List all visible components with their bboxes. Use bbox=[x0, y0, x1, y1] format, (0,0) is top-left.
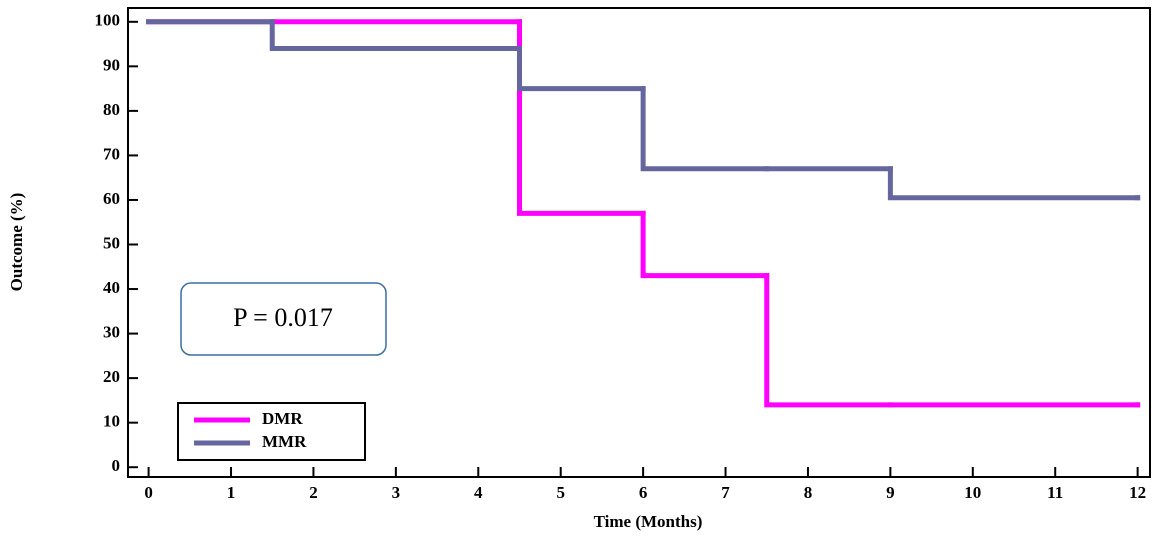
y-tick-label: 80 bbox=[103, 100, 120, 119]
legend-label: DMR bbox=[262, 409, 303, 428]
x-tick-label: 7 bbox=[721, 483, 730, 502]
series-line bbox=[640, 210, 770, 279]
x-tick-label: 6 bbox=[639, 483, 648, 502]
y-tick-label: 10 bbox=[103, 412, 120, 431]
x-tick-label: 3 bbox=[392, 483, 401, 502]
annotation-box bbox=[180, 282, 387, 356]
legend-box bbox=[177, 402, 366, 461]
y-tick-label: 40 bbox=[103, 278, 120, 297]
x-tick-label: 1 bbox=[227, 483, 236, 502]
x-tick-label: 11 bbox=[1047, 483, 1063, 502]
series-line bbox=[764, 273, 893, 408]
plot-frame bbox=[127, 7, 1151, 478]
y-tick-label: 30 bbox=[103, 322, 120, 341]
x-tick-label: 12 bbox=[1129, 483, 1146, 502]
x-tick-label: 0 bbox=[144, 483, 153, 502]
y-axis-label: Outcome (%) bbox=[7, 193, 26, 292]
x-tick-label: 9 bbox=[886, 483, 895, 502]
x-tick-label: 5 bbox=[556, 483, 565, 502]
x-tick-label: 4 bbox=[474, 483, 483, 502]
x-axis-label: Time (Months) bbox=[594, 512, 703, 531]
y-tick-label: 50 bbox=[103, 233, 120, 252]
series-line bbox=[269, 19, 522, 52]
y-tick-label: 90 bbox=[103, 55, 120, 74]
y-tick-label: 100 bbox=[95, 11, 121, 30]
y-tick-label: 0 bbox=[112, 456, 121, 475]
series-line bbox=[887, 166, 1141, 201]
y-tick-label: 20 bbox=[103, 367, 120, 386]
y-tick-label: 70 bbox=[103, 144, 120, 163]
x-tick-label: 10 bbox=[964, 483, 981, 502]
x-tick-label: 2 bbox=[309, 483, 318, 502]
annotation: P = 0.017 bbox=[233, 303, 333, 332]
series-line bbox=[516, 19, 646, 216]
legend-label: MMR bbox=[262, 432, 307, 451]
x-tick-label: 8 bbox=[804, 483, 813, 502]
y-tick-label: 60 bbox=[103, 189, 120, 208]
series-line bbox=[640, 86, 770, 172]
series-line bbox=[516, 46, 646, 92]
